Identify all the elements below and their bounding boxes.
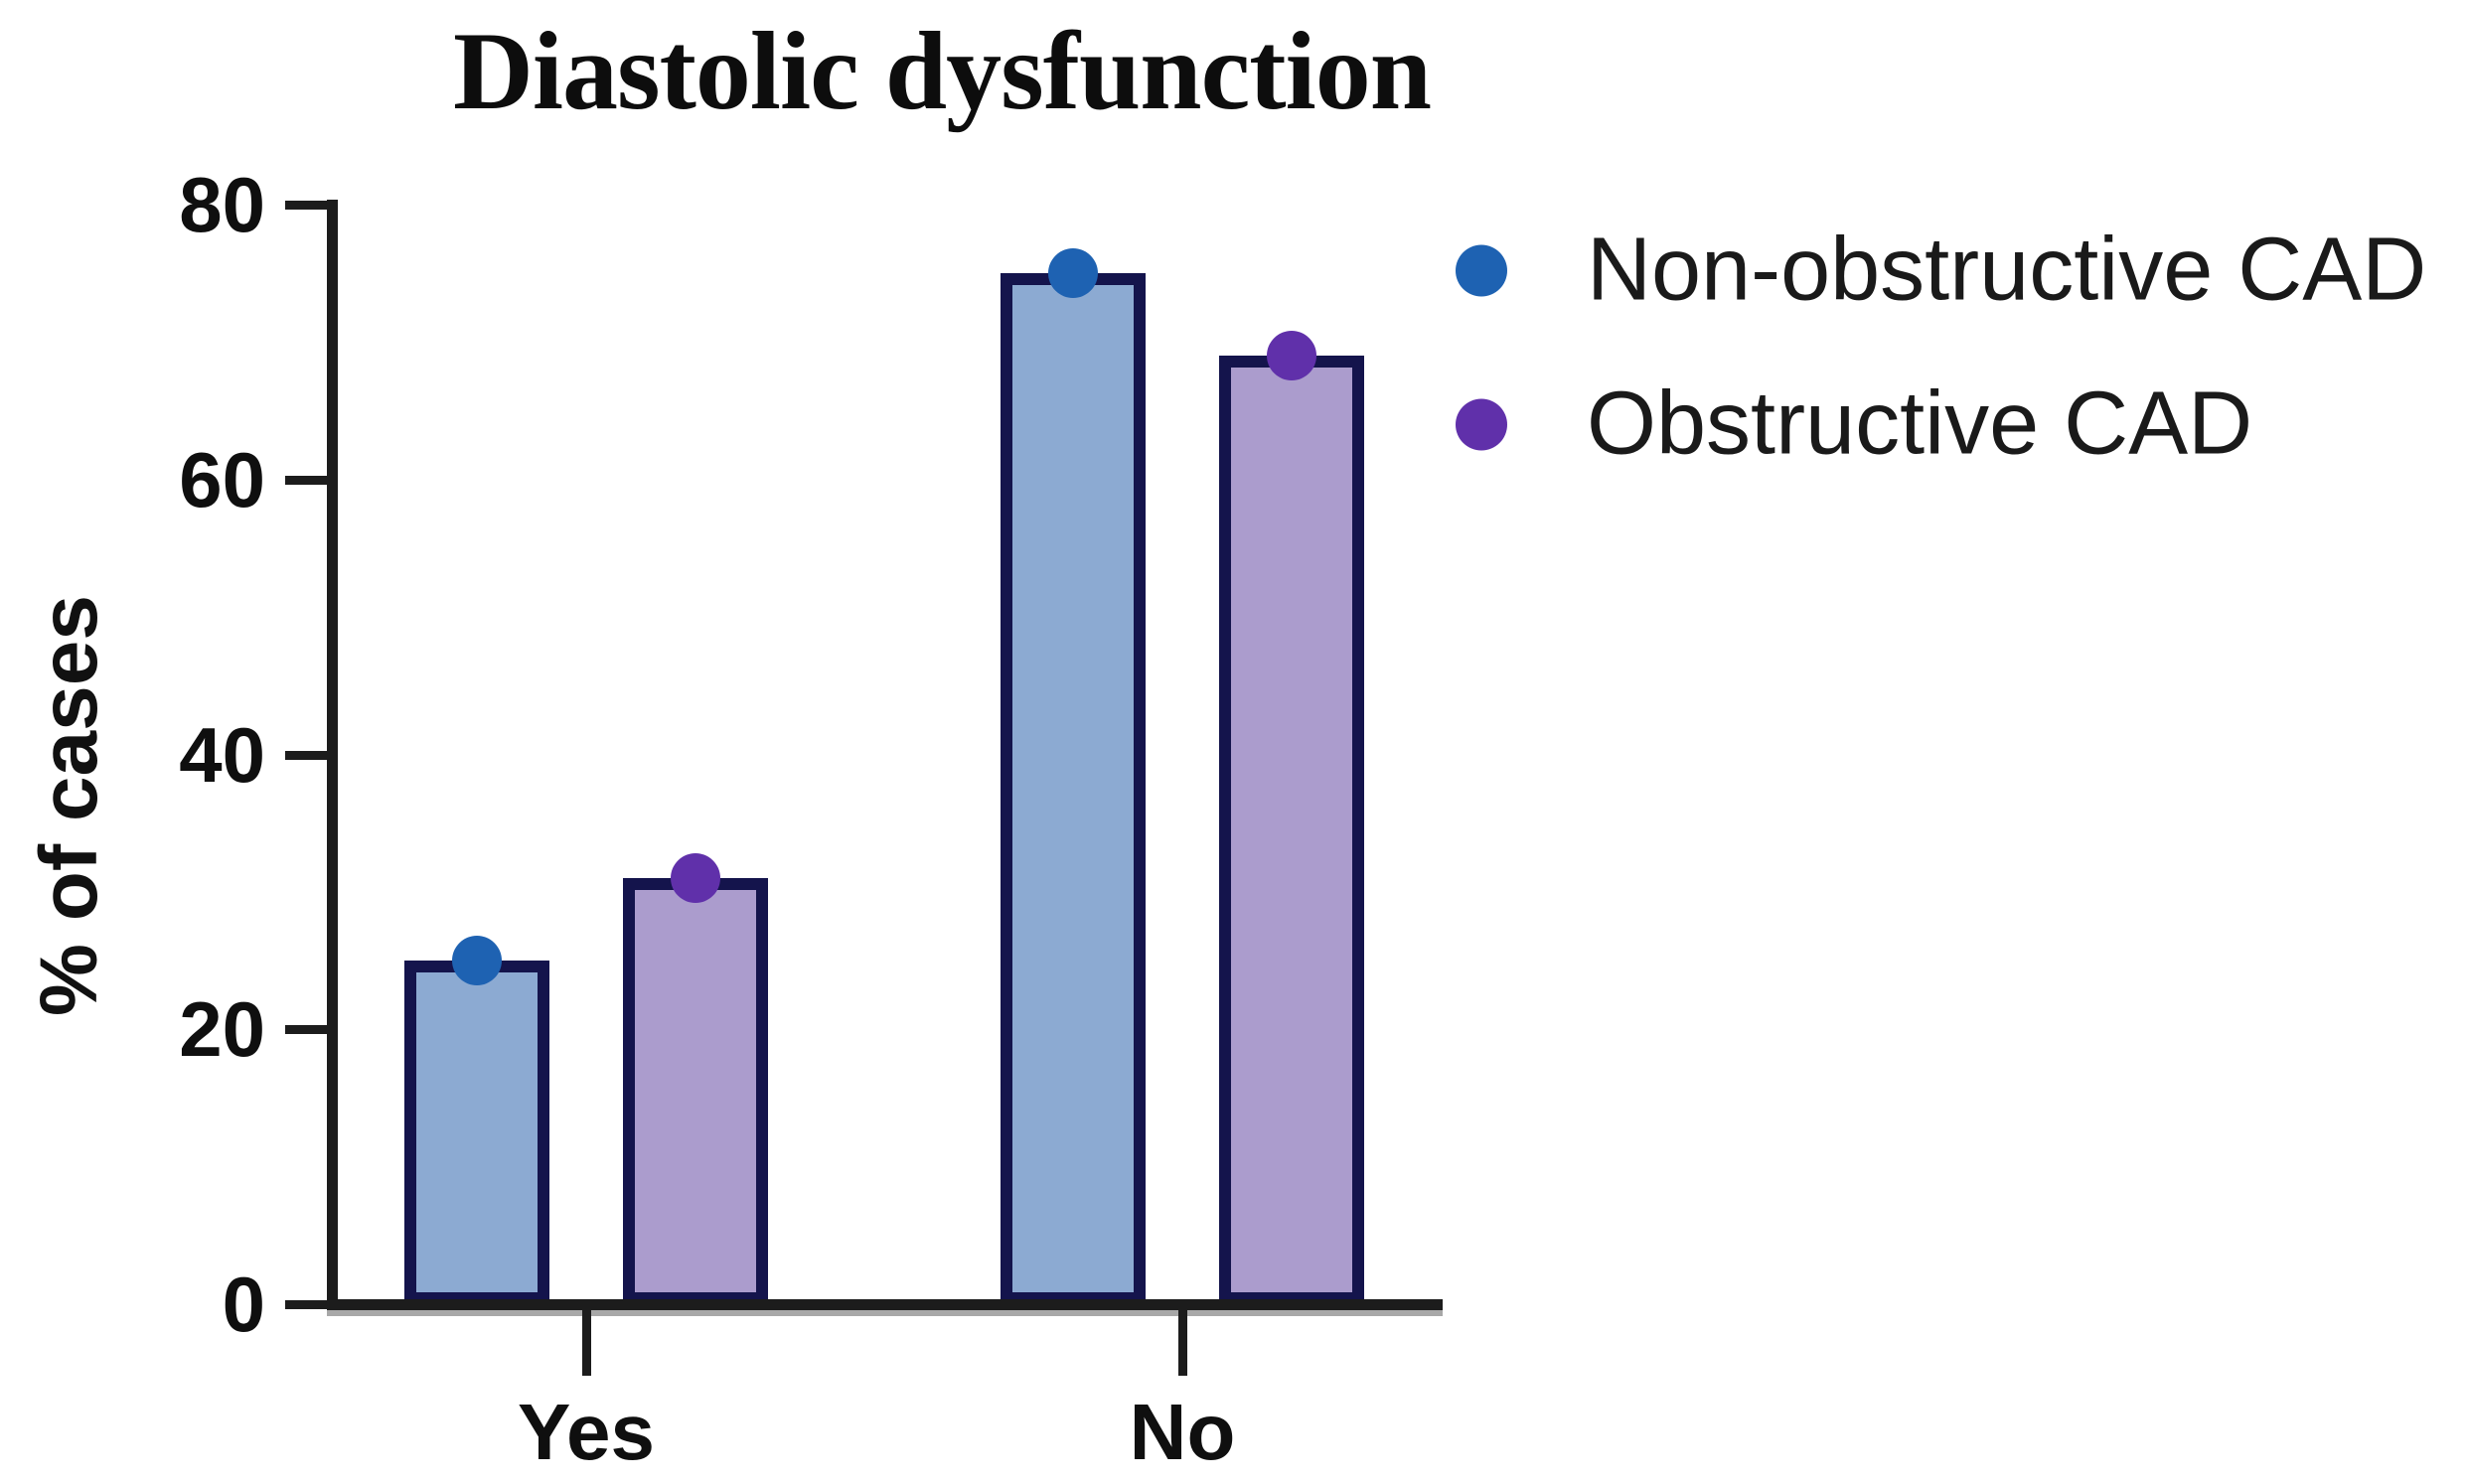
y-tick-label: 0 <box>222 1261 265 1348</box>
y-axis-line <box>326 199 338 1310</box>
y-tick-label: 40 <box>179 710 265 799</box>
data-point-dot-obstructive-yes <box>671 853 720 904</box>
y-tick-label: 80 <box>179 161 265 248</box>
legend-label: Obstructive CAD <box>1587 373 2253 474</box>
y-tick-mark <box>285 1025 332 1035</box>
x-category-label: No <box>1129 1388 1236 1476</box>
data-point-dot-non-obstructive-no <box>1048 248 1098 299</box>
legend-marker-icon <box>1456 244 1507 296</box>
bar-obstructive-no <box>1219 356 1364 1304</box>
legend-item-non-obstructive-cad: Non-obstructive CAD <box>1456 220 2426 322</box>
y-tick-mark <box>285 750 332 760</box>
y-tick-label: 20 <box>179 985 265 1074</box>
y-tick-label: 60 <box>179 435 265 523</box>
legend-label: Non-obstructive CAD <box>1587 220 2427 320</box>
bar-non-obstructive-yes <box>404 961 549 1304</box>
x-tick-mark <box>582 1309 591 1376</box>
x-axis-line <box>326 1298 1443 1310</box>
legend-item-obstructive-cad: Obstructive CAD <box>1456 373 2252 476</box>
bar-obstructive-yes <box>623 878 768 1304</box>
y-tick-mark <box>285 475 332 485</box>
data-point-dot-non-obstructive-yes <box>452 936 502 986</box>
bar-non-obstructive-no <box>1001 273 1146 1304</box>
legend-marker-icon <box>1456 398 1507 450</box>
y-tick-mark <box>285 1300 332 1309</box>
x-category-label: Yes <box>518 1388 655 1476</box>
y-tick-mark <box>285 201 332 210</box>
data-point-dot-obstructive-no <box>1267 331 1316 381</box>
chart-title: Diastolic dysfunction <box>453 10 1432 133</box>
x-axis-shadow <box>326 1309 1443 1316</box>
x-tick-mark <box>1178 1309 1187 1376</box>
